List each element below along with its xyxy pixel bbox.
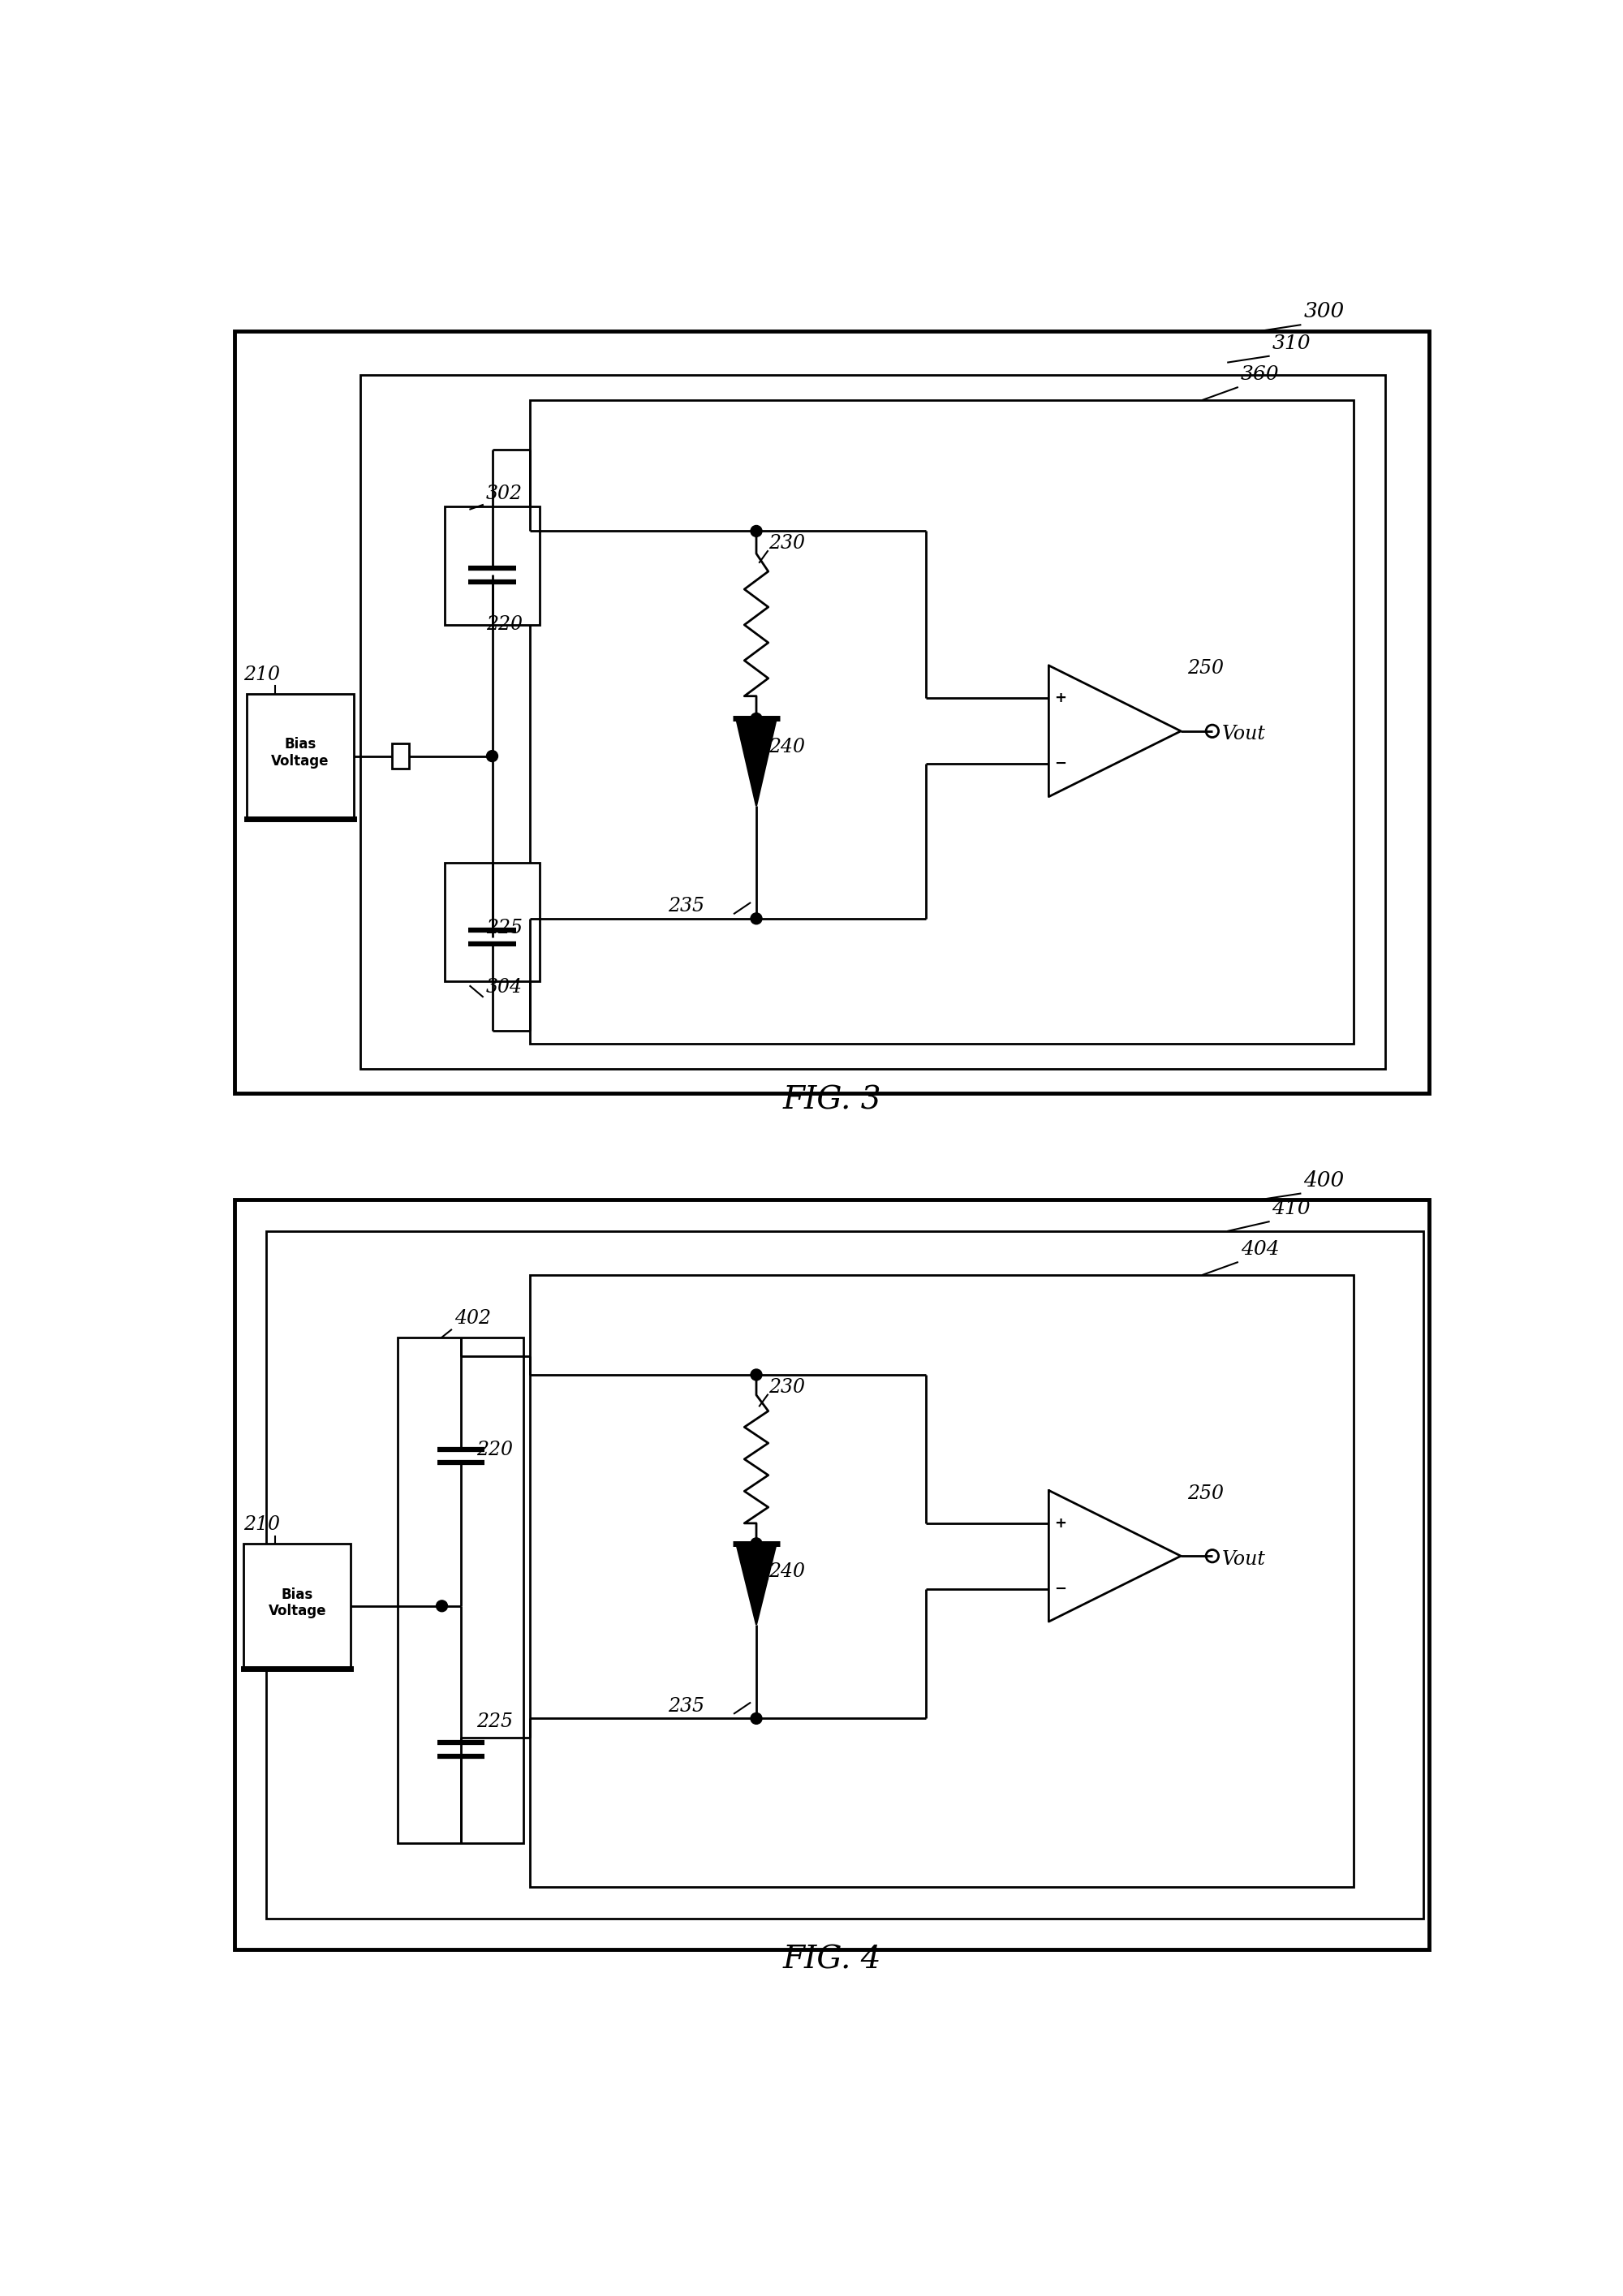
Circle shape	[437, 1600, 448, 1612]
Text: 400: 400	[1303, 1171, 1344, 1189]
Text: 225: 225	[485, 918, 523, 937]
Bar	[360, 374, 1386, 1068]
Bar	[391, 744, 409, 769]
Text: Vout: Vout	[1222, 1550, 1266, 1568]
Text: Bias
Voltage: Bias Voltage	[271, 737, 329, 769]
Text: FIG. 3: FIG. 3	[782, 1086, 881, 1116]
Bar	[445, 863, 539, 980]
Bar	[234, 1201, 1430, 1949]
Text: Vout: Vout	[1222, 726, 1266, 744]
Text: 230: 230	[769, 535, 805, 553]
Bar	[529, 1274, 1354, 1887]
Text: 225: 225	[477, 1713, 513, 1731]
Bar	[234, 331, 1430, 1093]
Text: +: +	[1053, 1515, 1066, 1531]
Text: 210: 210	[243, 1515, 281, 1534]
Circle shape	[751, 914, 761, 925]
Circle shape	[751, 714, 761, 723]
Polygon shape	[737, 1543, 776, 1626]
Text: 360: 360	[1240, 365, 1279, 383]
Text: 404: 404	[1240, 1240, 1279, 1258]
Text: 235: 235	[669, 1697, 704, 1715]
Text: 250: 250	[1186, 659, 1224, 677]
Text: 240: 240	[769, 737, 805, 755]
Text: FIG. 4: FIG. 4	[782, 1945, 881, 1975]
Text: 410: 410	[1272, 1201, 1311, 1219]
Text: 240: 240	[769, 1561, 805, 1582]
Text: −: −	[1053, 1582, 1066, 1596]
Circle shape	[751, 526, 761, 537]
Text: 250: 250	[1186, 1483, 1224, 1504]
Text: 230: 230	[769, 1378, 805, 1396]
Text: −: −	[1053, 758, 1066, 771]
Circle shape	[751, 1713, 761, 1724]
Text: 220: 220	[477, 1440, 513, 1460]
Bar	[243, 1543, 351, 1669]
Bar	[529, 400, 1354, 1045]
Text: 402: 402	[454, 1309, 490, 1327]
Text: 300: 300	[1303, 301, 1344, 321]
Bar	[445, 505, 539, 625]
Text: 220: 220	[485, 615, 523, 634]
Text: 302: 302	[485, 484, 523, 503]
Text: +: +	[1053, 691, 1066, 705]
Bar	[247, 693, 354, 820]
Text: Bias
Voltage: Bias Voltage	[268, 1587, 326, 1619]
Bar	[266, 1231, 1423, 1919]
Text: 310: 310	[1272, 335, 1311, 354]
Text: 304: 304	[485, 978, 523, 996]
Bar	[398, 1336, 524, 1844]
Circle shape	[751, 1368, 761, 1380]
Text: 210: 210	[243, 666, 281, 684]
Text: 235: 235	[669, 898, 704, 916]
Circle shape	[487, 751, 498, 762]
Polygon shape	[737, 719, 776, 806]
Circle shape	[751, 1538, 761, 1550]
